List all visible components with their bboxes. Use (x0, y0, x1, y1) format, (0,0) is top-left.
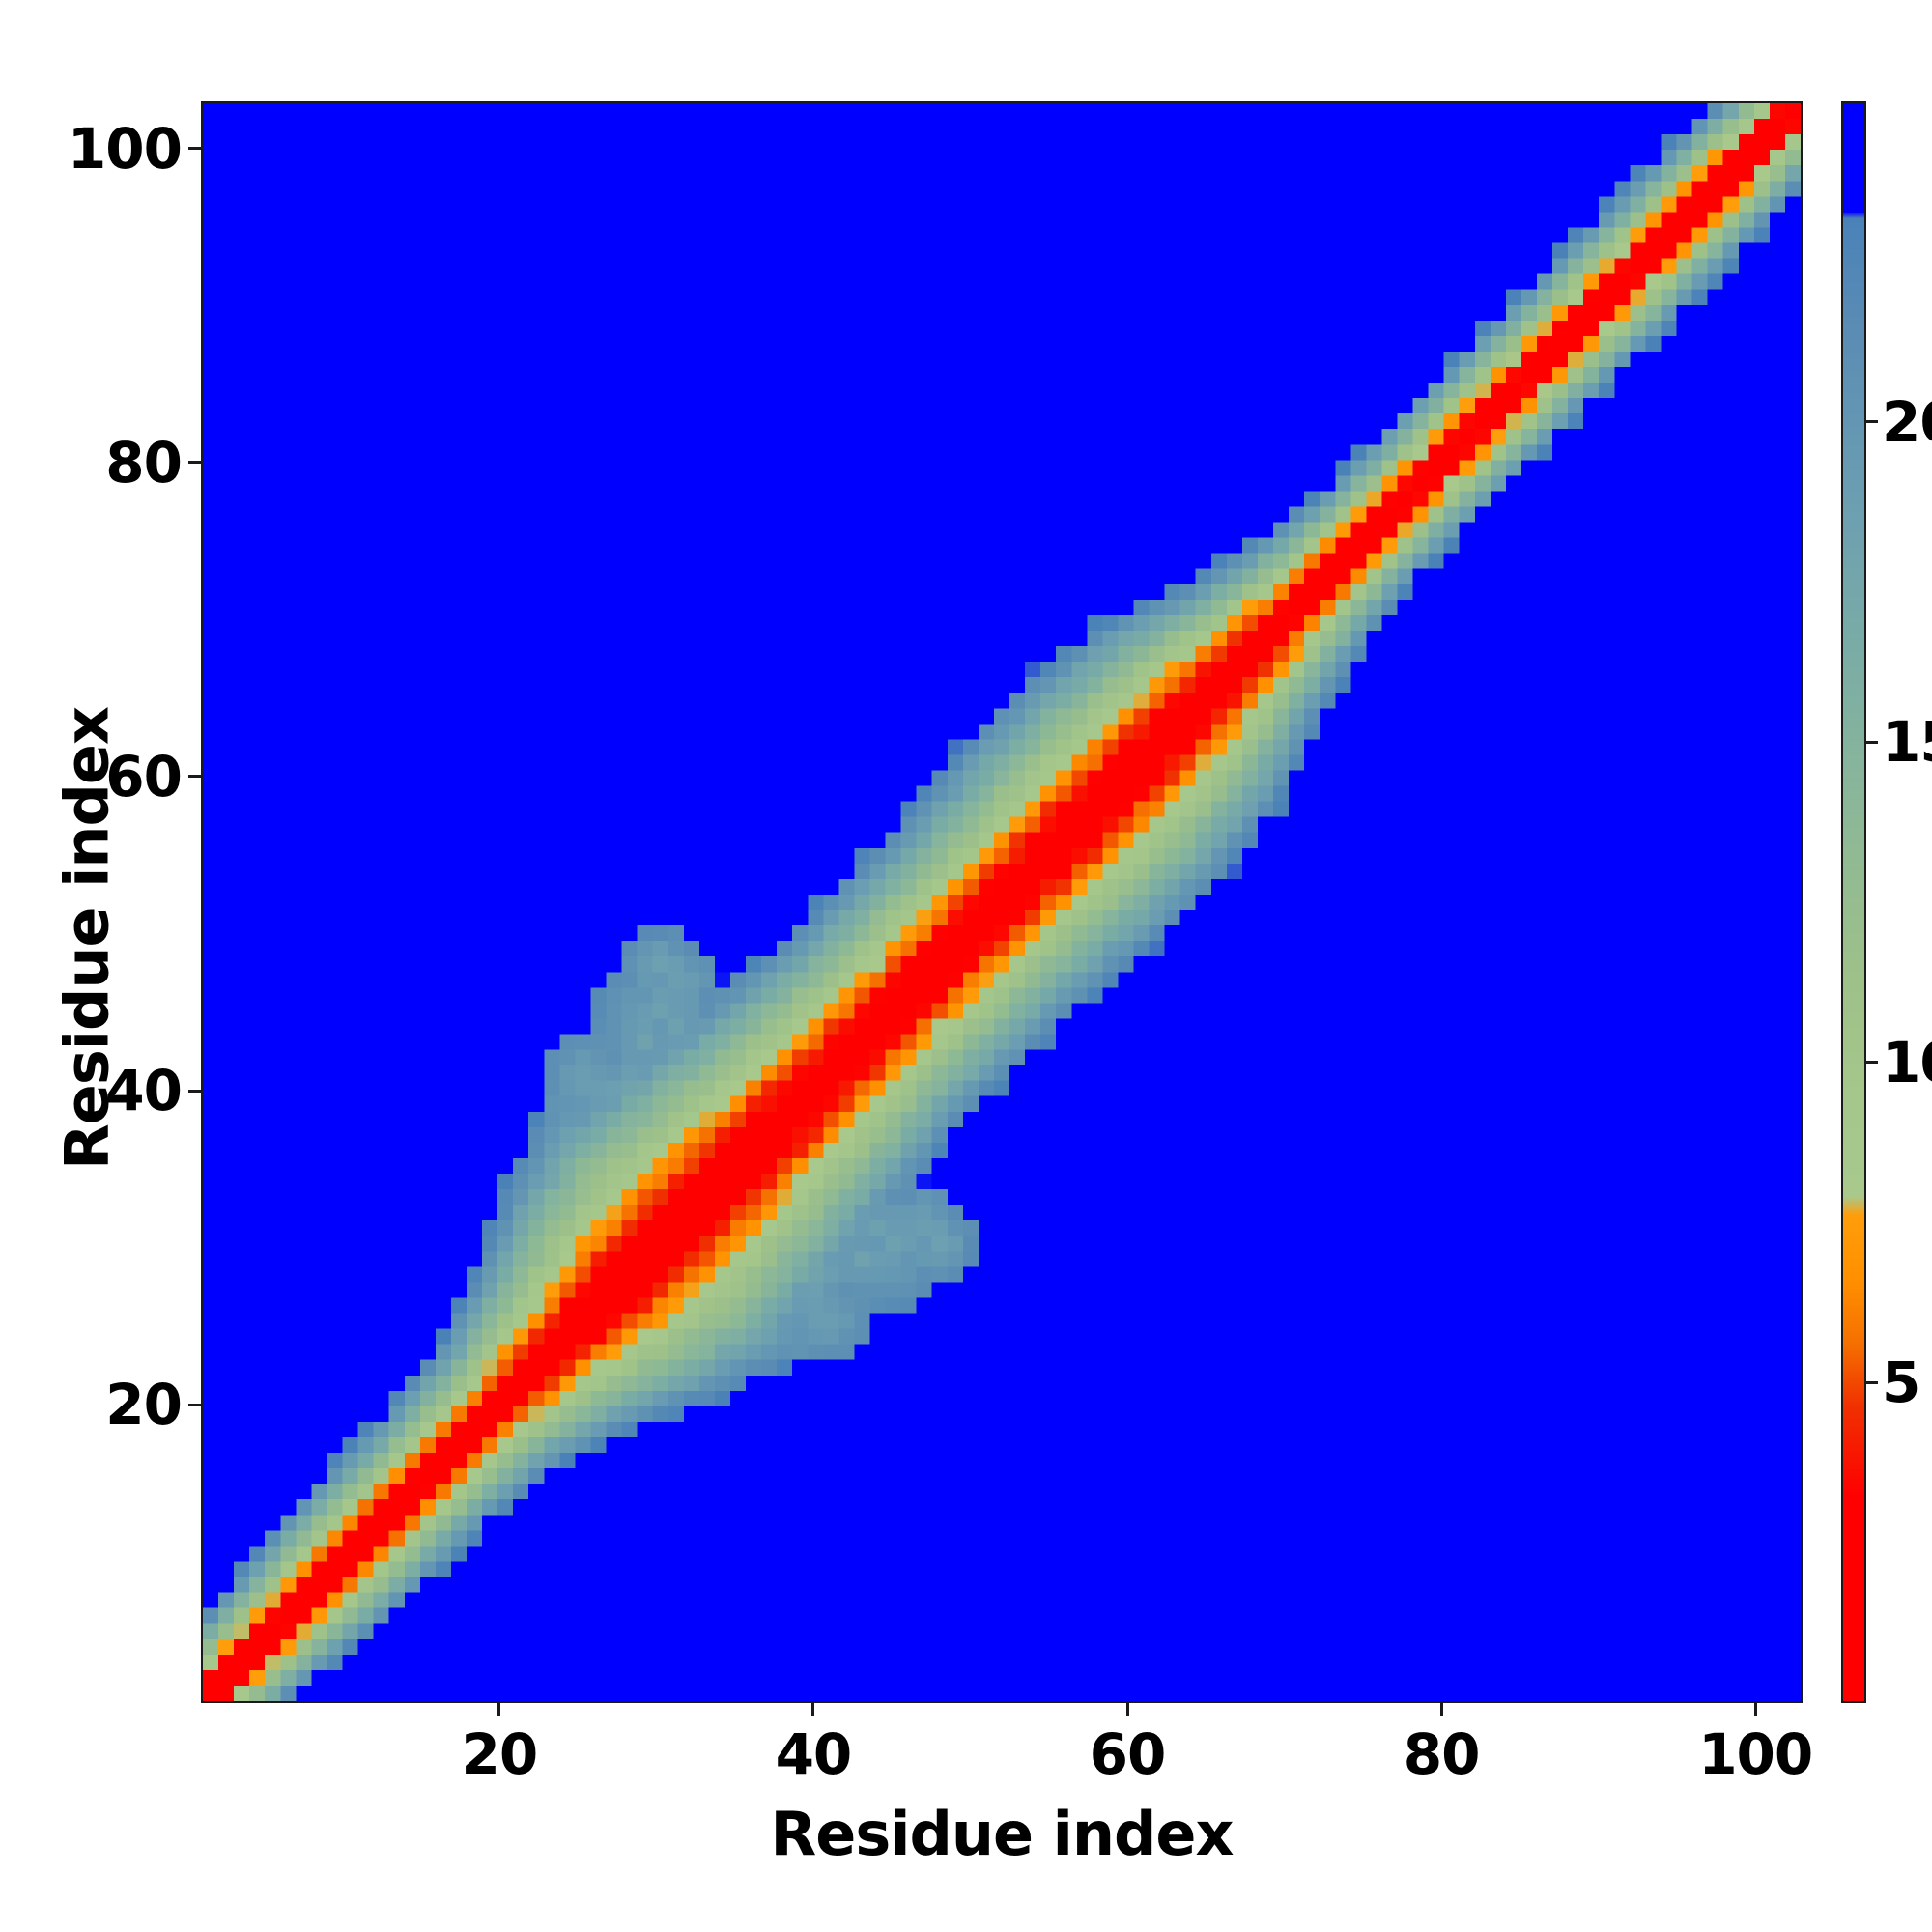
colorbar-tick-mark (1866, 1061, 1878, 1065)
y-tick-label: 60 (105, 743, 183, 810)
colorbar-tick-mark (1866, 420, 1878, 424)
x-tick-mark (497, 1703, 501, 1716)
y-tick-label: 40 (105, 1058, 183, 1124)
x-tick-mark (1125, 1703, 1129, 1716)
y-tick-label: 80 (105, 429, 183, 496)
x-tick-label: 100 (1698, 1721, 1813, 1787)
y-tick-mark (188, 775, 201, 779)
y-tick-mark (188, 1089, 201, 1093)
colorbar-gradient (1843, 103, 1864, 1701)
y-tick-label: 100 (67, 115, 183, 182)
heatmap-canvas (203, 103, 1801, 1701)
x-tick-label: 60 (1089, 1721, 1167, 1787)
x-tick-label: 80 (1403, 1721, 1481, 1787)
x-tick-mark (1439, 1703, 1443, 1716)
colorbar-tick-label: 20 (1882, 388, 1932, 455)
colorbar-group: 5 10 15 20 (1841, 101, 1932, 1703)
y-tick-mark (188, 147, 201, 151)
x-tick-label: 40 (775, 1721, 853, 1787)
colorbar-tick-mark (1866, 1380, 1878, 1384)
colorbar-tick-label: 5 (1882, 1350, 1920, 1416)
colorbar (1841, 101, 1866, 1703)
y-tick-mark (188, 461, 201, 465)
x-axis-title: Residue index (770, 1799, 1235, 1869)
y-tick-label: 20 (105, 1372, 183, 1438)
heatmap-plot-area (201, 101, 1803, 1703)
colorbar-tick-mark (1866, 740, 1878, 744)
colorbar-tick-label: 15 (1882, 709, 1932, 776)
x-tick-mark (1753, 1703, 1757, 1716)
y-tick-mark (188, 1403, 201, 1406)
colorbar-tick-label: 10 (1882, 1029, 1932, 1095)
x-tick-mark (811, 1703, 815, 1716)
x-tick-label: 20 (461, 1721, 538, 1787)
